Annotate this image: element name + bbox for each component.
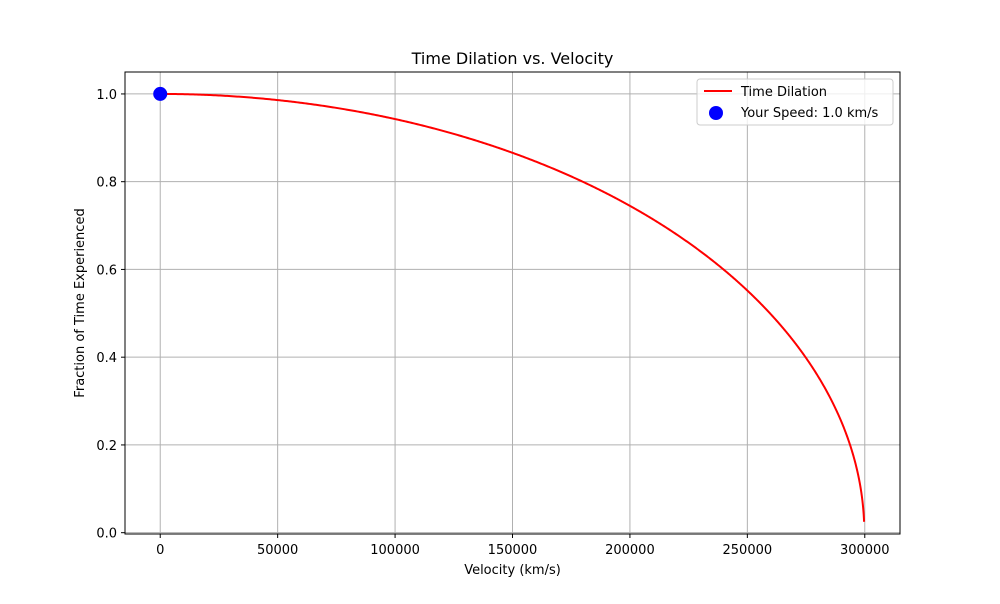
time-dilation-line <box>160 92 866 523</box>
legend-label-time-dilation: Time Dilation <box>740 85 827 100</box>
grid <box>125 72 900 534</box>
y-tick-label: 0.4 <box>96 351 117 366</box>
legend-label-your-speed: Your Speed: 1.0 km/s <box>740 106 879 121</box>
y-tick-label: 1.0 <box>96 88 117 103</box>
x-tick-label: 100000 <box>370 543 420 558</box>
y-tick-label: 0.0 <box>96 527 117 542</box>
x-tick-label: 150000 <box>488 543 538 558</box>
y-tick-label: 0.8 <box>96 176 117 191</box>
x-tick-label: 0 <box>156 543 164 558</box>
x-tick-label: 200000 <box>605 543 655 558</box>
legend-marker-swatch <box>709 106 723 120</box>
x-axis-label: Velocity (km/s) <box>464 563 561 578</box>
y-tick-label: 0.6 <box>96 263 117 278</box>
chart-title: Time Dilation vs. Velocity <box>411 49 614 68</box>
y-axis-label: Fraction of Time Experienced <box>73 208 88 397</box>
ticks: 0 50000 100000 150000 200000 250000 300000 0.0 0… <box>96 88 889 558</box>
x-tick-label: 250000 <box>723 543 773 558</box>
x-tick-label: 300000 <box>840 543 890 558</box>
data-layer <box>153 86 866 523</box>
your-speed-marker <box>153 86 168 101</box>
legend: Time Dilation Your Speed: 1.0 km/s <box>696 78 894 126</box>
legend-box <box>696 78 894 126</box>
y-tick-label: 0.2 <box>96 439 117 454</box>
x-tick-label: 50000 <box>257 543 298 558</box>
